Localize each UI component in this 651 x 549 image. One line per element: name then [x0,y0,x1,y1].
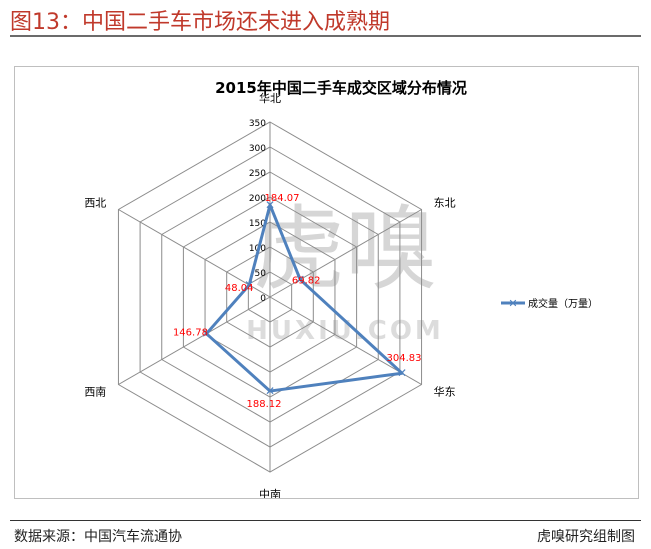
data-point: ✕ [244,278,254,292]
data-label: 184.07 [265,193,300,204]
category-label: 西南 [84,386,106,399]
watermark: 虎嗅 HUXIU.COM [246,196,441,346]
tick-label: 300 [249,144,266,154]
tick-label: 150 [249,219,266,229]
tick-label: 350 [249,119,266,129]
category-label: 华北 [259,91,281,105]
data-label: 69.82 [292,276,321,287]
series-layer: ✕184.07✕69.82✕304.83✕188.12✕146.78✕48.04 [173,193,422,410]
tick-label: 0 [260,294,266,304]
chart-title: 2015年中国二手车成交区域分布情况 [215,79,467,97]
footer-divider [10,520,641,521]
data-point: ✕ [295,273,305,287]
tick-label: 250 [249,169,266,179]
data-label: 146.78 [173,328,208,339]
category-label: 华东 [434,385,456,399]
data-label: 304.83 [386,353,421,364]
grid-spoke [118,209,271,298]
category-label: 西北 [84,197,106,210]
title-divider [10,35,641,37]
data-point: ✕ [201,327,211,341]
data-point: ✕ [397,366,407,380]
data-label: 188.12 [247,399,282,410]
grid-spoke [118,296,271,385]
tick-label: 200 [249,194,266,204]
legend: ✕ 成交量（万量） [501,297,598,310]
credit-note: 虎嗅研究组制图 [537,529,635,545]
legend-label: 成交量（万量） [528,297,598,310]
tick-label: 50 [255,269,267,279]
data-point: ✕ [265,384,275,398]
watermark-logo: 虎嗅 [253,196,437,303]
grid-spoke [269,209,422,298]
series-line [204,203,404,393]
data-point: ✕ [265,198,275,212]
radar-chart: 虎嗅 HUXIU.COM 2015年中国二手车成交区域分布情况 05010015… [84,79,598,498]
source-note: 数据来源：中国汽车流通协 [14,529,182,545]
page-title: 图13：中国二手车市场还未进入成熟期 [10,10,390,35]
chart-area: 虎嗅 HUXIU.COM 2015年中国二手车成交区域分布情况 0 50 100 15… [14,66,639,499]
category-label: 中南 [259,488,281,498]
data-label: 48.04 [225,283,254,294]
legend-marker: ✕ [508,297,517,310]
category-label: 东北 [434,197,456,210]
